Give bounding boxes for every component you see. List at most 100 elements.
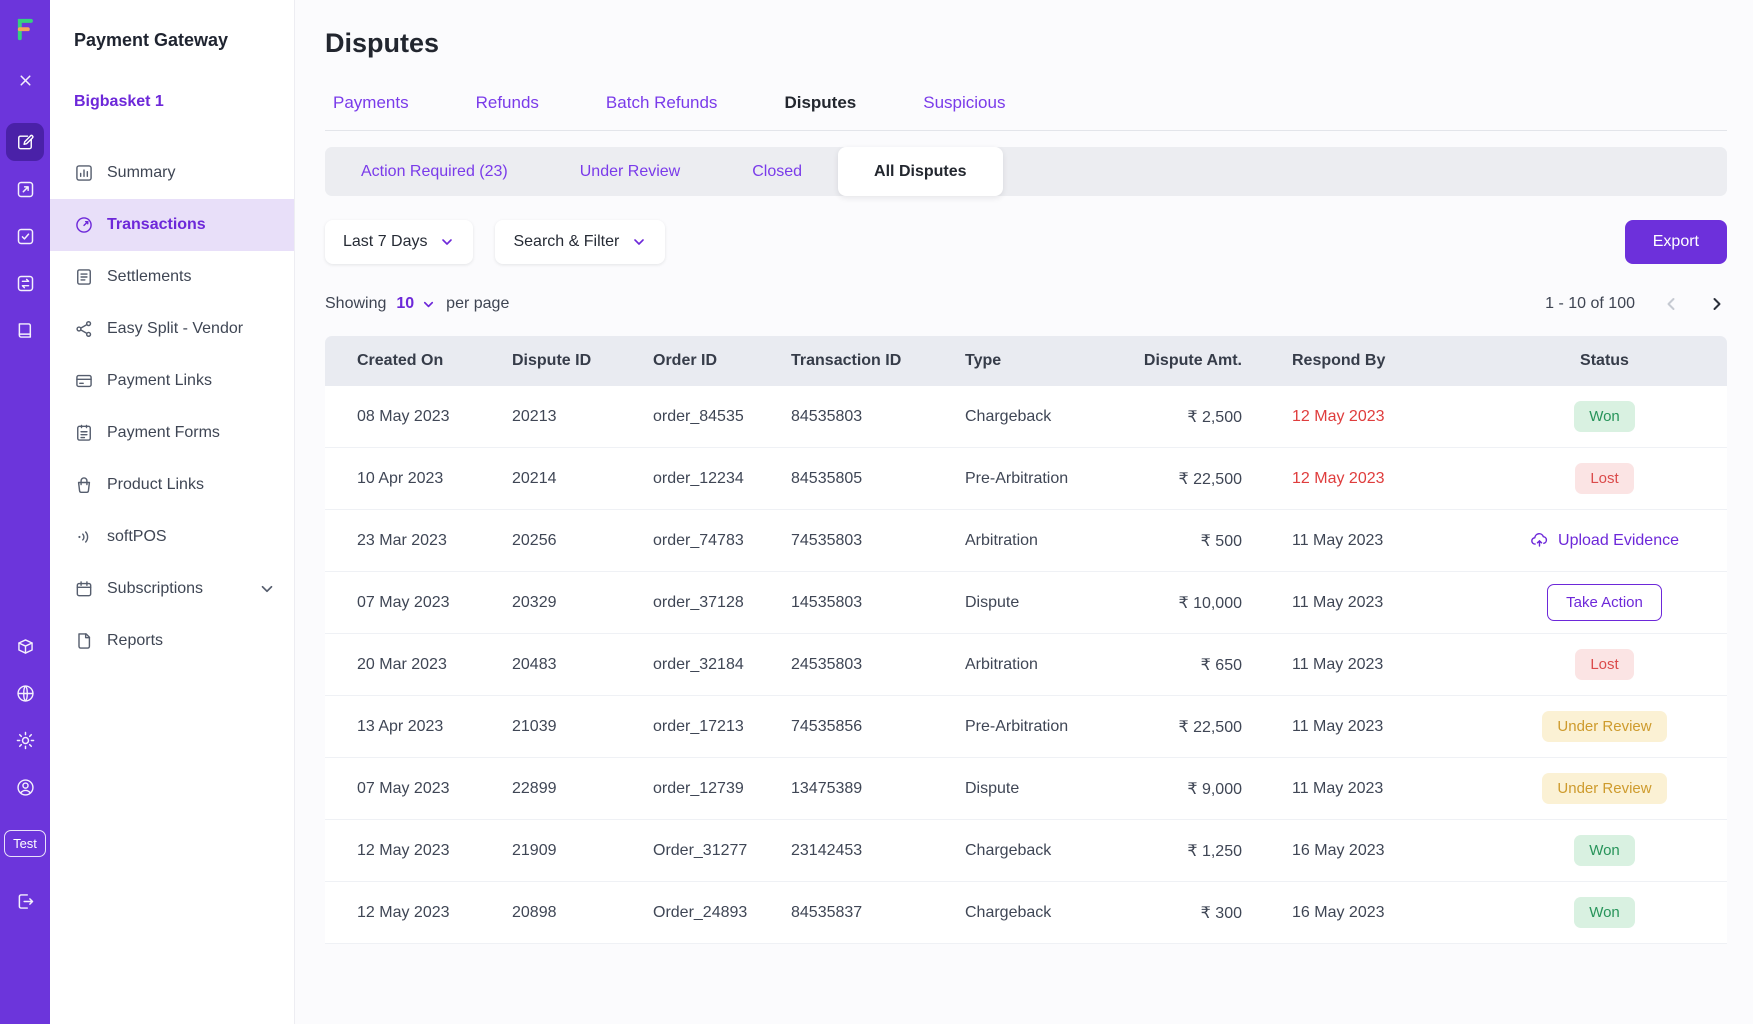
table-row: 08 May 2023 20213 order_84535 84535803 C… bbox=[325, 386, 1727, 448]
signal-icon bbox=[74, 527, 94, 547]
status-cell: Won bbox=[1482, 401, 1727, 432]
dispute-id-cell: 20483 bbox=[512, 655, 557, 673]
sidebar-item-payment-forms[interactable]: Payment Forms bbox=[50, 407, 294, 459]
tab-refunds[interactable]: Refunds bbox=[475, 93, 539, 112]
order-id-cell: order_12234 bbox=[653, 469, 744, 487]
respond-by-cell: 11 May 2023 bbox=[1292, 717, 1384, 735]
status-badge: Won bbox=[1574, 401, 1635, 432]
ledger-icon[interactable] bbox=[15, 320, 36, 341]
date-range-label: Last 7 Days bbox=[343, 233, 428, 250]
status-badge: Under Review bbox=[1542, 773, 1667, 804]
amount-cell: ₹ 10,000 bbox=[1178, 594, 1242, 612]
status-cell: Take Action bbox=[1482, 584, 1727, 621]
test-mode-button[interactable]: Test bbox=[4, 830, 46, 857]
next-page-button[interactable] bbox=[1707, 294, 1727, 314]
status-cell: Under Review bbox=[1482, 773, 1727, 804]
upload-evidence-link[interactable]: Upload Evidence bbox=[1530, 531, 1679, 550]
col-transaction-id: Transaction ID bbox=[791, 352, 902, 369]
chevron-down-icon bbox=[439, 234, 455, 250]
respond-by-cell: 16 May 2023 bbox=[1292, 903, 1385, 921]
sidebar-item-label: Settlements bbox=[107, 268, 192, 285]
dispute-id-cell: 20256 bbox=[512, 531, 557, 549]
dispute-id-cell: 22899 bbox=[512, 779, 557, 797]
col-created-on: Created On bbox=[357, 352, 444, 369]
created-on-cell: 10 Apr 2023 bbox=[357, 469, 444, 487]
task-check-icon[interactable] bbox=[15, 226, 36, 247]
respond-by-cell: 11 May 2023 bbox=[1292, 779, 1384, 797]
type-cell: Arbitration bbox=[965, 531, 1038, 549]
table-row: 12 May 2023 21909 Order_31277 23142453 C… bbox=[325, 820, 1727, 882]
respond-by-cell: 12 May 2023 bbox=[1292, 407, 1385, 425]
col-dispute-id: Dispute ID bbox=[512, 352, 592, 369]
order-id-cell: order_12739 bbox=[653, 779, 744, 797]
prev-page-button[interactable] bbox=[1661, 294, 1681, 314]
dispute-id-cell: 20329 bbox=[512, 593, 557, 611]
sidebar-item-label: Summary bbox=[107, 164, 176, 181]
sidebar: Payment Gateway Bigbasket 1 Summary Tran… bbox=[50, 0, 295, 1024]
account-icon[interactable] bbox=[15, 777, 36, 798]
bar-chart-icon bbox=[74, 163, 94, 183]
take-action-button[interactable]: Take Action bbox=[1547, 584, 1662, 621]
subtab-action-required[interactable]: Action Required (23) bbox=[361, 162, 508, 180]
export-button[interactable]: Export bbox=[1624, 220, 1727, 264]
tab-disputes[interactable]: Disputes bbox=[784, 93, 857, 112]
amount-cell: ₹ 500 bbox=[1200, 532, 1242, 550]
transaction-id-cell: 84535805 bbox=[791, 469, 863, 487]
search-filter-dropdown[interactable]: Search & Filter bbox=[495, 220, 666, 264]
table-header-row: Created On Dispute ID Order ID Transacti… bbox=[325, 336, 1727, 386]
type-cell: Chargeback bbox=[965, 903, 1052, 921]
respond-by-cell: 11 May 2023 bbox=[1292, 531, 1384, 549]
tab-payments[interactable]: Payments bbox=[333, 93, 409, 112]
table-row: 10 Apr 2023 20214 order_12234 84535805 P… bbox=[325, 448, 1727, 510]
status-cell: Won bbox=[1482, 835, 1727, 866]
upload-evidence-label: Upload Evidence bbox=[1558, 531, 1679, 549]
merchant-name[interactable]: Bigbasket 1 bbox=[74, 93, 164, 110]
subtab-all-disputes[interactable]: All Disputes bbox=[838, 147, 1003, 196]
globe-icon[interactable] bbox=[15, 683, 36, 704]
status-cell: Upload Evidence bbox=[1482, 531, 1727, 550]
table-row: 20 Mar 2023 20483 order_32184 24535803 A… bbox=[325, 634, 1727, 696]
calendar-icon bbox=[74, 579, 94, 599]
tab-suspicious[interactable]: Suspicious bbox=[923, 93, 1006, 112]
subtab-closed[interactable]: Closed bbox=[752, 162, 803, 180]
package-icon[interactable] bbox=[15, 636, 36, 657]
respond-by-cell: 11 May 2023 bbox=[1292, 655, 1384, 673]
top-tabs: Payments Refunds Batch Refunds Disputes … bbox=[325, 93, 1727, 131]
status-cell: Under Review bbox=[1482, 711, 1727, 742]
sidebar-item-payment-links[interactable]: Payment Links bbox=[50, 355, 294, 407]
sidebar-item-settlements[interactable]: Settlements bbox=[50, 251, 294, 303]
sidebar-item-easy-split-vendor[interactable]: Easy Split - Vendor bbox=[50, 303, 294, 355]
sidebar-item-product-links[interactable]: Product Links bbox=[50, 459, 294, 511]
status-badge: Won bbox=[1574, 835, 1635, 866]
page-size-value: 10 bbox=[396, 295, 415, 312]
amount-cell: ₹ 2,500 bbox=[1187, 408, 1242, 426]
date-range-dropdown[interactable]: Last 7 Days bbox=[325, 220, 474, 264]
subtab-under-review[interactable]: Under Review bbox=[579, 162, 681, 180]
sidebar-item-reports[interactable]: Reports bbox=[50, 615, 294, 667]
sidebar-item-label: Easy Split - Vendor bbox=[107, 320, 244, 337]
share-out-icon[interactable] bbox=[15, 179, 36, 200]
chevron-down-icon bbox=[631, 234, 647, 250]
compose-icon[interactable] bbox=[6, 123, 44, 161]
dispute-id-cell: 21039 bbox=[512, 717, 557, 735]
close-icon[interactable] bbox=[17, 72, 34, 89]
status-cell: Lost bbox=[1482, 463, 1727, 494]
logout-icon[interactable] bbox=[15, 891, 36, 912]
gear-icon[interactable] bbox=[15, 730, 36, 751]
document-lines-icon bbox=[74, 267, 94, 287]
created-on-cell: 08 May 2023 bbox=[357, 407, 450, 425]
sidebar-item-summary[interactable]: Summary bbox=[50, 147, 294, 199]
tab-batch-refunds[interactable]: Batch Refunds bbox=[605, 93, 718, 112]
page-size-dropdown[interactable]: 10 bbox=[396, 295, 436, 313]
dispute-id-cell: 20214 bbox=[512, 469, 557, 487]
card-icon bbox=[74, 371, 94, 391]
bag-icon bbox=[74, 475, 94, 495]
sidebar-item-transactions[interactable]: Transactions bbox=[50, 199, 294, 251]
type-cell: Dispute bbox=[965, 779, 1020, 797]
sidebar-item-subscriptions[interactable]: Subscriptions bbox=[50, 563, 294, 615]
type-cell: Arbitration bbox=[965, 655, 1038, 673]
sidebar-item-softpos[interactable]: softPOS bbox=[50, 511, 294, 563]
transfer-icon[interactable] bbox=[15, 273, 36, 294]
sidebar-item-label: Payment Forms bbox=[107, 424, 220, 441]
respond-by-cell: 16 May 2023 bbox=[1292, 841, 1385, 859]
